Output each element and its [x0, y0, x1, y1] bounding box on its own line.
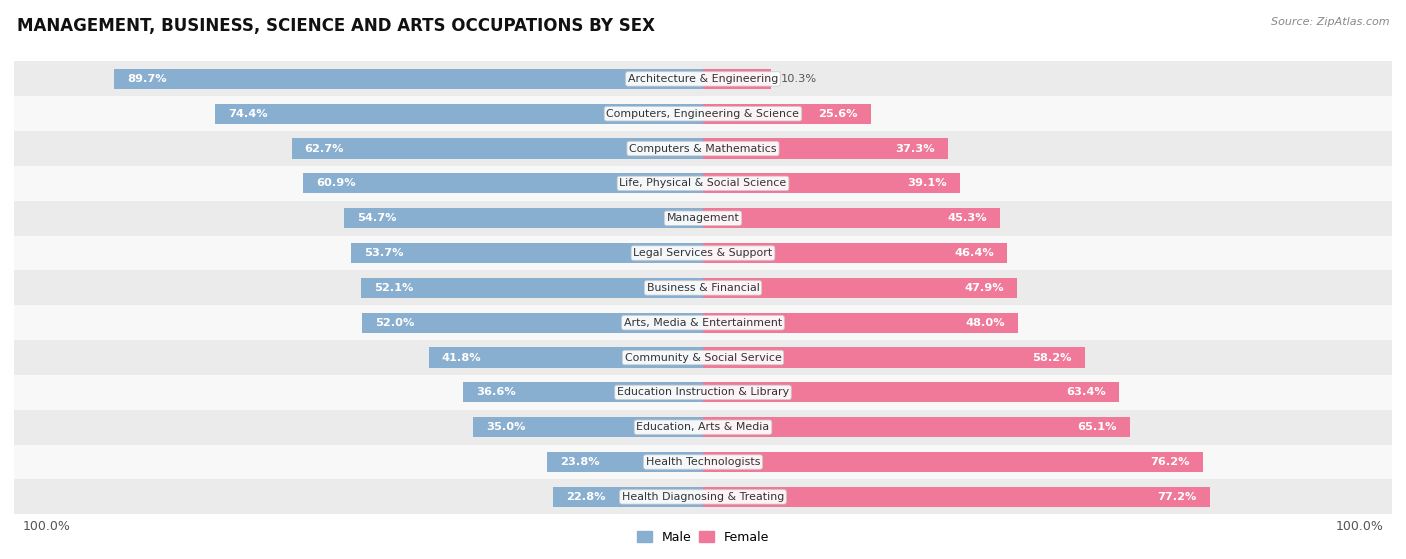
Text: 65.1%: 65.1%: [1077, 422, 1116, 432]
Bar: [463, 382, 703, 402]
Bar: [703, 139, 948, 159]
Text: Business & Financial: Business & Financial: [647, 283, 759, 293]
Text: Management: Management: [666, 213, 740, 223]
Text: 36.6%: 36.6%: [477, 387, 516, 397]
Text: 62.7%: 62.7%: [305, 144, 344, 154]
Text: 45.3%: 45.3%: [948, 213, 987, 223]
Bar: [14, 444, 1392, 480]
Bar: [361, 278, 703, 298]
Text: Arts, Media & Entertainment: Arts, Media & Entertainment: [624, 318, 782, 328]
Bar: [14, 61, 1392, 96]
Bar: [703, 243, 1008, 263]
Text: 35.0%: 35.0%: [486, 422, 526, 432]
Bar: [703, 173, 959, 193]
Text: 54.7%: 54.7%: [357, 213, 396, 223]
Text: Computers & Mathematics: Computers & Mathematics: [630, 144, 776, 154]
Bar: [703, 69, 770, 89]
Text: 48.0%: 48.0%: [965, 318, 1005, 328]
Bar: [474, 417, 703, 437]
Bar: [304, 173, 703, 193]
Bar: [14, 166, 1392, 201]
Text: 52.1%: 52.1%: [374, 283, 413, 293]
Text: Health Diagnosing & Treating: Health Diagnosing & Treating: [621, 492, 785, 502]
Bar: [554, 487, 703, 507]
Bar: [14, 480, 1392, 514]
Text: Health Technologists: Health Technologists: [645, 457, 761, 467]
Bar: [215, 103, 703, 124]
Bar: [703, 382, 1119, 402]
Text: 63.4%: 63.4%: [1066, 387, 1107, 397]
Text: 41.8%: 41.8%: [441, 353, 481, 363]
Text: 10.3%: 10.3%: [780, 74, 817, 84]
Text: Architecture & Engineering: Architecture & Engineering: [628, 74, 778, 84]
Bar: [14, 375, 1392, 410]
Bar: [14, 305, 1392, 340]
Bar: [14, 410, 1392, 444]
Bar: [703, 312, 1018, 333]
Bar: [703, 452, 1204, 472]
Text: 52.0%: 52.0%: [375, 318, 415, 328]
Text: Source: ZipAtlas.com: Source: ZipAtlas.com: [1271, 17, 1389, 27]
Text: 77.2%: 77.2%: [1157, 492, 1197, 502]
Text: 89.7%: 89.7%: [128, 74, 167, 84]
Bar: [344, 208, 703, 228]
Bar: [703, 417, 1130, 437]
Bar: [14, 96, 1392, 131]
Text: Education Instruction & Library: Education Instruction & Library: [617, 387, 789, 397]
Bar: [14, 271, 1392, 305]
Text: 53.7%: 53.7%: [364, 248, 404, 258]
Text: Computers, Engineering & Science: Computers, Engineering & Science: [606, 109, 800, 119]
Text: 74.4%: 74.4%: [228, 109, 267, 119]
Text: 23.8%: 23.8%: [560, 457, 599, 467]
Bar: [429, 348, 703, 368]
Bar: [350, 243, 703, 263]
Text: 60.9%: 60.9%: [316, 178, 356, 188]
Bar: [291, 139, 703, 159]
Bar: [14, 131, 1392, 166]
Text: 39.1%: 39.1%: [907, 178, 946, 188]
Bar: [703, 208, 1000, 228]
Bar: [703, 278, 1018, 298]
Text: 47.9%: 47.9%: [965, 283, 1004, 293]
Bar: [114, 69, 703, 89]
Text: Legal Services & Support: Legal Services & Support: [633, 248, 773, 258]
Text: 22.8%: 22.8%: [567, 492, 606, 502]
Text: 37.3%: 37.3%: [896, 144, 935, 154]
Text: Education, Arts & Media: Education, Arts & Media: [637, 422, 769, 432]
Bar: [703, 348, 1085, 368]
Bar: [361, 312, 703, 333]
Bar: [14, 236, 1392, 271]
Legend: Male, Female: Male, Female: [631, 526, 775, 549]
Bar: [14, 340, 1392, 375]
Text: 25.6%: 25.6%: [818, 109, 858, 119]
Text: Community & Social Service: Community & Social Service: [624, 353, 782, 363]
Bar: [547, 452, 703, 472]
Text: 76.2%: 76.2%: [1150, 457, 1189, 467]
Text: Life, Physical & Social Science: Life, Physical & Social Science: [620, 178, 786, 188]
Text: 46.4%: 46.4%: [955, 248, 994, 258]
Bar: [14, 201, 1392, 236]
Bar: [703, 103, 870, 124]
Bar: [703, 487, 1209, 507]
Text: MANAGEMENT, BUSINESS, SCIENCE AND ARTS OCCUPATIONS BY SEX: MANAGEMENT, BUSINESS, SCIENCE AND ARTS O…: [17, 17, 655, 35]
Text: 58.2%: 58.2%: [1032, 353, 1071, 363]
